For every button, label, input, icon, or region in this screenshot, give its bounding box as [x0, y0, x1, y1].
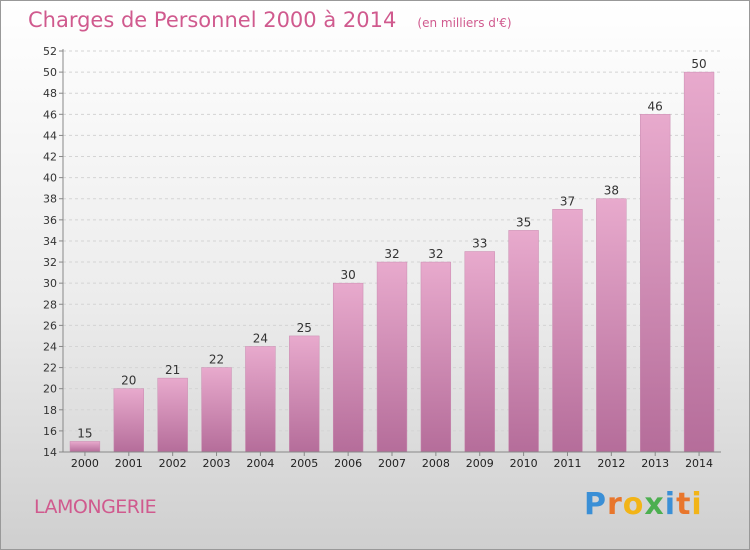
x-tick-label: 2012: [597, 457, 625, 470]
data-label: 21: [165, 363, 180, 377]
bar: [69, 441, 101, 453]
y-tick-label: 50: [43, 66, 57, 79]
data-label: 25: [297, 321, 312, 335]
y-tick-label: 38: [43, 193, 57, 206]
x-tick-label: 2002: [159, 457, 187, 470]
x-tick-label: 2000: [71, 457, 99, 470]
bar: [596, 198, 627, 453]
x-tick-label: 2001: [115, 457, 143, 470]
bar: [376, 261, 408, 453]
logo-letter: t: [676, 487, 692, 522]
data-label: 35: [516, 215, 531, 229]
commune-name: LAMONGERIE: [34, 496, 157, 518]
y-tick-label: 46: [43, 108, 57, 121]
logo-letter: o: [622, 487, 645, 522]
y-tick-label: 20: [43, 383, 57, 396]
y-tick-label: 28: [43, 298, 57, 311]
bar: [201, 367, 232, 453]
axes: 14 16 18 20 22 24 26 28 30 32 34 36 38 40 42 44 46 48 50 52…: [43, 45, 721, 470]
y-tick-label: 18: [43, 404, 57, 417]
logo-letter: i: [664, 487, 677, 522]
bar: [552, 209, 583, 453]
y-tick-label: 32: [43, 256, 57, 269]
y-tick-label: 26: [43, 319, 57, 332]
x-tick-label: 2014: [685, 457, 713, 470]
bar: [683, 71, 715, 453]
x-tick-label: 2005: [290, 457, 318, 470]
data-label: 24: [253, 331, 268, 345]
chart-title-block: Charges de Personnel 2000 à 2014 (en mil…: [28, 8, 512, 32]
bar: [640, 114, 671, 453]
data-label: 50: [691, 57, 706, 71]
bar: [464, 251, 495, 453]
bar: [113, 388, 144, 453]
logo-letter: P: [584, 487, 607, 522]
data-label: 30: [340, 268, 355, 282]
bars: 15 20 21 22 24 25 30 32 32 33 35 37 38 46 50: [69, 57, 715, 453]
data-label: 22: [209, 353, 224, 367]
logo-letter: x: [644, 487, 665, 522]
y-tick-label: 42: [43, 151, 57, 164]
logo-letter: i: [691, 487, 703, 522]
x-tick-label: 2004: [246, 457, 274, 470]
chart-title: Charges de Personnel 2000 à 2014: [28, 8, 397, 32]
y-tick-label: 44: [43, 129, 57, 142]
data-label: 20: [121, 374, 136, 388]
bar: [420, 261, 452, 453]
x-tick-label: 2006: [334, 457, 362, 470]
y-tick-label: 30: [43, 277, 57, 290]
data-label: 15: [77, 426, 92, 440]
x-tick-label: 2009: [466, 457, 494, 470]
data-label: 32: [384, 247, 399, 261]
y-tick-label: 52: [43, 45, 57, 58]
data-label: 33: [472, 237, 487, 251]
y-tick-label: 16: [43, 425, 57, 438]
y-tick-label: 22: [43, 362, 57, 375]
y-tick-label: 34: [43, 235, 57, 248]
x-tick-label: 2010: [510, 457, 538, 470]
logo-letter: r: [607, 487, 623, 522]
y-tick-label: 14: [43, 446, 57, 459]
x-tick-label: 2008: [422, 457, 450, 470]
data-label: 37: [560, 194, 575, 208]
y-tick-label: 40: [43, 172, 57, 185]
data-label: 32: [428, 247, 443, 261]
bar: [157, 377, 188, 453]
bar: [289, 335, 320, 453]
data-label: 46: [648, 99, 663, 113]
chart-subtitle: (en milliers d'€): [417, 16, 512, 30]
bar: [508, 230, 539, 453]
bar: [245, 346, 276, 453]
y-tick-label: 48: [43, 87, 57, 100]
x-tick-label: 2013: [641, 457, 669, 470]
x-tick-label: 2011: [553, 457, 581, 470]
x-tick-label: 2007: [378, 457, 406, 470]
y-tick-label: 24: [43, 340, 57, 353]
bar: [332, 282, 364, 453]
y-tick-label: 36: [43, 214, 57, 227]
data-label: 38: [604, 184, 619, 198]
proxiti-logo: Proxiti: [584, 487, 703, 522]
x-tick-label: 2003: [203, 457, 231, 470]
